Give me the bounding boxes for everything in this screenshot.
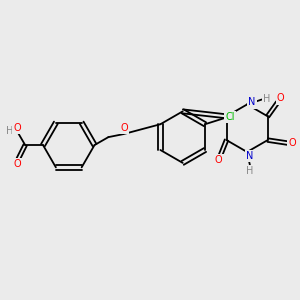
Text: H: H xyxy=(6,126,13,136)
Text: O: O xyxy=(215,155,222,165)
Text: H: H xyxy=(263,94,271,104)
Text: N: N xyxy=(246,151,254,161)
Text: O: O xyxy=(14,159,21,169)
Text: O: O xyxy=(14,123,21,133)
Text: O: O xyxy=(120,123,128,133)
Text: H: H xyxy=(246,166,254,176)
Text: N: N xyxy=(248,98,256,107)
Text: O: O xyxy=(277,94,284,103)
Text: Cl: Cl xyxy=(225,112,235,122)
Text: O: O xyxy=(289,138,296,148)
